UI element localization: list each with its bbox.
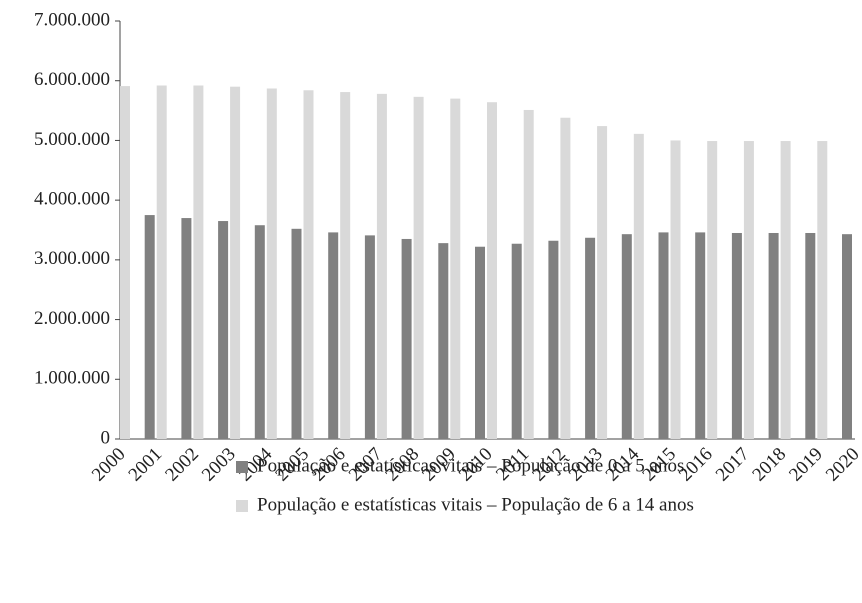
bar xyxy=(303,90,314,440)
bar xyxy=(805,232,816,439)
bar xyxy=(218,221,229,439)
bar xyxy=(438,243,449,439)
bar xyxy=(376,93,387,439)
x-tick-label: 2001 xyxy=(125,444,167,486)
y-tick-label: 0 xyxy=(101,427,111,448)
legend-label: População e estatísticas vitais – Popula… xyxy=(257,494,694,515)
bar xyxy=(450,98,461,439)
bar xyxy=(731,232,742,439)
legend-swatch xyxy=(236,500,248,512)
bar xyxy=(193,85,204,440)
bar xyxy=(401,238,412,439)
y-tick-label: 3.000.000 xyxy=(34,248,110,269)
bar xyxy=(120,86,130,440)
x-tick-label: 2003 xyxy=(198,444,240,486)
y-tick-label: 7.000.000 xyxy=(34,9,110,30)
bar xyxy=(254,225,265,439)
bar xyxy=(266,88,277,439)
x-tick-label: 2020 xyxy=(822,444,862,486)
legend-label: População e estatísticas vitais – Popula… xyxy=(257,455,684,476)
bar xyxy=(597,126,608,440)
bar xyxy=(695,232,706,439)
bar xyxy=(743,141,754,440)
y-tick-label: 5.000.000 xyxy=(34,129,110,150)
bar xyxy=(475,246,485,439)
bar xyxy=(780,141,791,440)
y-tick-label: 6.000.000 xyxy=(34,69,110,90)
x-tick-label: 2018 xyxy=(748,444,790,486)
bar xyxy=(548,240,559,439)
bar xyxy=(670,140,681,439)
bar xyxy=(707,141,718,440)
x-tick-label: 2017 xyxy=(712,444,754,486)
bar xyxy=(487,102,497,439)
y-tick-label: 4.000.000 xyxy=(34,189,110,210)
bar xyxy=(523,109,534,439)
bar xyxy=(156,85,167,440)
bar xyxy=(633,133,644,440)
y-tick-label: 1.000.000 xyxy=(34,368,110,389)
y-tick-label: 2.000.000 xyxy=(34,308,110,329)
bar xyxy=(768,232,779,439)
bar xyxy=(291,228,302,439)
bar xyxy=(230,86,241,439)
bar xyxy=(364,235,375,439)
bar xyxy=(340,92,351,439)
x-tick-label: 2019 xyxy=(785,444,827,486)
bar xyxy=(585,237,596,439)
bar xyxy=(842,234,852,439)
bar xyxy=(144,215,155,439)
bar xyxy=(511,243,522,439)
x-tick-label: 2000 xyxy=(88,444,130,486)
legend-swatch xyxy=(236,461,248,473)
bar xyxy=(621,234,632,439)
bar xyxy=(181,218,192,439)
bar xyxy=(328,232,339,439)
bar xyxy=(817,141,828,440)
bar xyxy=(560,117,571,439)
bar xyxy=(658,232,669,439)
x-tick-label: 2002 xyxy=(161,444,203,486)
bar xyxy=(413,96,424,439)
